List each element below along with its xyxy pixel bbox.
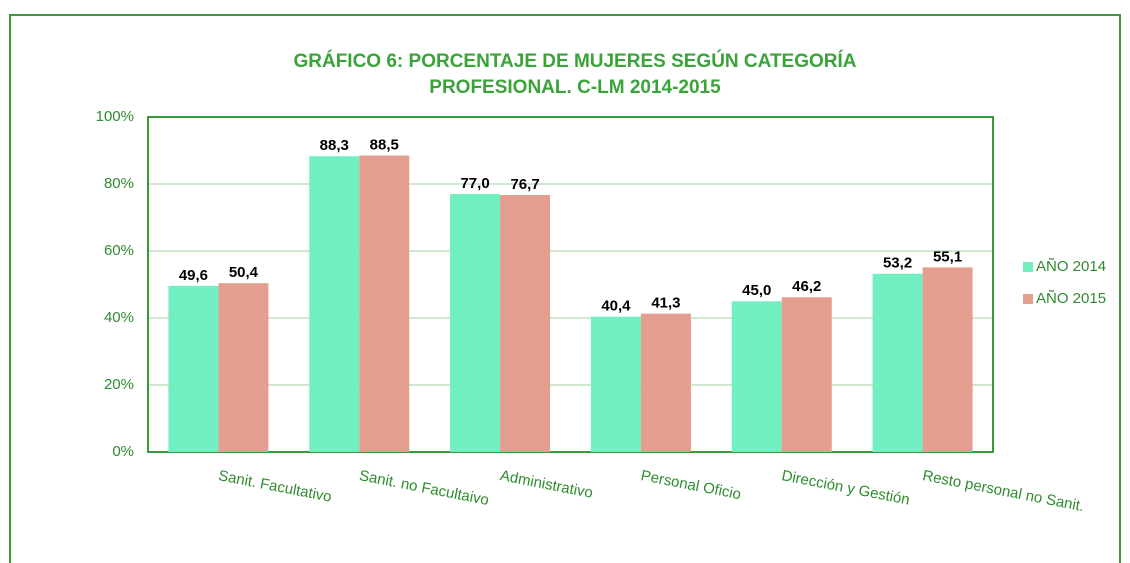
chart-title: PROFESIONAL. C-LM 2014-2015 bbox=[429, 77, 721, 98]
data-label: 77,0 bbox=[460, 175, 489, 192]
data-label: 50,4 bbox=[229, 264, 259, 281]
bar bbox=[781, 297, 832, 452]
y-tick-label: 60% bbox=[104, 242, 134, 259]
legend-label: AÑO 2015 bbox=[1036, 290, 1106, 307]
legend-swatch bbox=[1023, 262, 1033, 272]
bar bbox=[168, 285, 219, 452]
bar bbox=[731, 301, 782, 452]
y-tick-label: 0% bbox=[112, 443, 134, 460]
bar bbox=[500, 195, 551, 452]
data-label: 41,3 bbox=[651, 295, 680, 312]
data-label: 53,2 bbox=[883, 255, 912, 272]
y-tick-label: 100% bbox=[96, 108, 134, 125]
legend-swatch bbox=[1023, 294, 1033, 304]
plot-border bbox=[147, 116, 994, 453]
bar bbox=[590, 316, 641, 452]
y-tick-label: 40% bbox=[104, 309, 134, 326]
data-label: 40,4 bbox=[601, 298, 631, 315]
bar bbox=[309, 156, 360, 452]
data-label: 45,0 bbox=[742, 282, 771, 299]
bar bbox=[218, 283, 269, 452]
bar bbox=[872, 273, 923, 452]
bar bbox=[922, 267, 973, 452]
y-tick-label: 80% bbox=[104, 175, 134, 192]
legend-label: AÑO 2014 bbox=[1036, 258, 1106, 275]
data-label: 49,6 bbox=[179, 267, 208, 284]
bar bbox=[359, 155, 410, 452]
y-tick-label: 20% bbox=[104, 376, 134, 393]
data-label: 88,5 bbox=[370, 136, 399, 153]
data-label: 88,3 bbox=[320, 137, 349, 154]
data-label: 55,1 bbox=[933, 248, 962, 265]
bar bbox=[450, 194, 501, 453]
data-label: 76,7 bbox=[510, 176, 539, 193]
bar bbox=[640, 313, 691, 452]
chart-title: GRÁFICO 6: PORCENTAJE DE MUJERES SEGÚN C… bbox=[293, 50, 856, 72]
data-label: 46,2 bbox=[792, 278, 821, 295]
